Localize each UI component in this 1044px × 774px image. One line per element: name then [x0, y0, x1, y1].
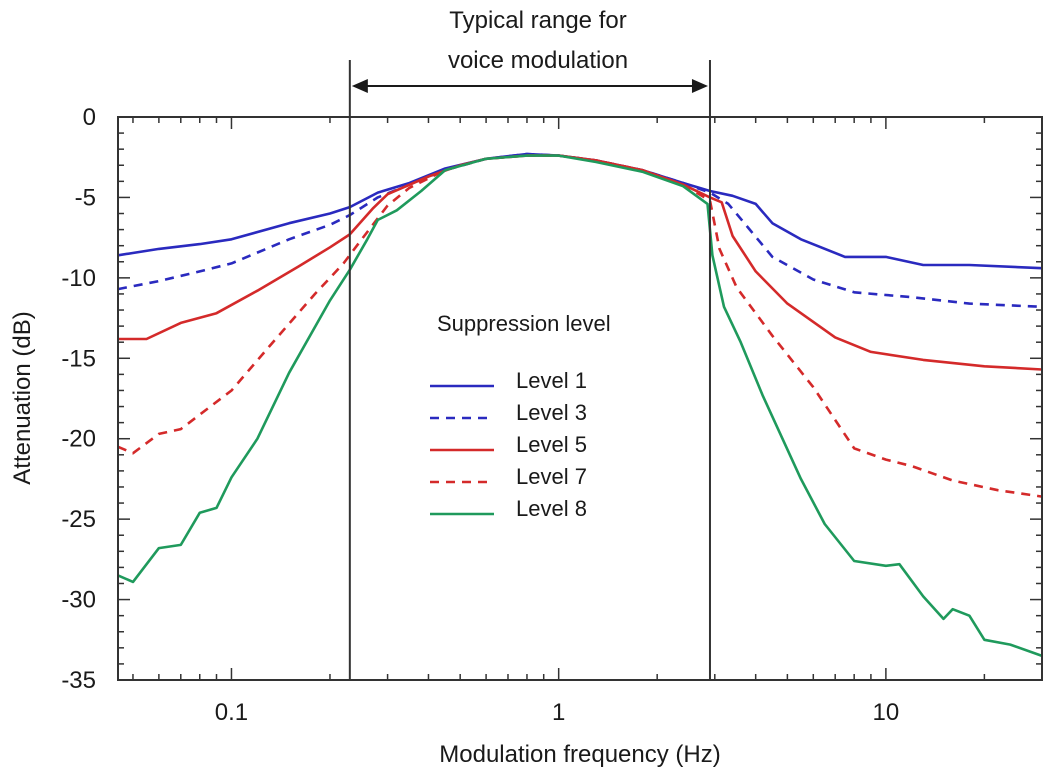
annotation-line-2: voice modulation: [448, 47, 628, 74]
plot-frame: [117, 116, 1043, 681]
legend-label-level-7: Level 7: [516, 464, 587, 489]
y-tick-label: -15: [61, 345, 96, 372]
y-tick-label: -30: [61, 587, 96, 614]
legend-label-level-3: Level 3: [516, 400, 587, 425]
x-tick-label: 0.1: [215, 699, 248, 726]
series-line-level-5: [118, 154, 1043, 371]
series-line-level-1: [117, 152, 1043, 270]
y-tick-label: -20: [61, 426, 96, 453]
y-tick-label: -25: [61, 506, 96, 533]
legend-label-level-1: Level 1: [516, 368, 587, 393]
series-line-level-3: [117, 152, 1043, 309]
y-tick-label: -35: [61, 667, 96, 694]
series-line-level-8: [117, 154, 1043, 658]
y-axis-title: Attenuation (dB): [9, 311, 36, 484]
x-tick-labels: 0.1 1 10: [215, 699, 899, 726]
legend-label-level-8: Level 8: [516, 496, 587, 521]
y-tick-labels: 0 -5 -10 -15 -20 -25 -30 -35: [61, 104, 96, 694]
voice-range-arrow: [351, 79, 708, 93]
y-tick-label: -5: [75, 184, 96, 211]
legend-title: Suppression level: [437, 311, 611, 336]
legend-label-level-5: Level 5: [516, 432, 587, 457]
x-tick-label: 10: [873, 699, 900, 726]
legend: Suppression level Level 1 Level 3 Level 5 L…: [430, 311, 611, 521]
series-layer: [117, 152, 1043, 658]
x-axis-title: Modulation frequency (Hz): [439, 741, 720, 768]
y-tick-label: 0: [83, 104, 96, 131]
y-tick-label: -10: [61, 265, 96, 292]
x-tick-label: 1: [552, 699, 565, 726]
annotation-line-1: Typical range for: [449, 7, 626, 34]
x-axis-ticks: [132, 117, 1043, 680]
y-axis-ticks: [118, 116, 1042, 681]
